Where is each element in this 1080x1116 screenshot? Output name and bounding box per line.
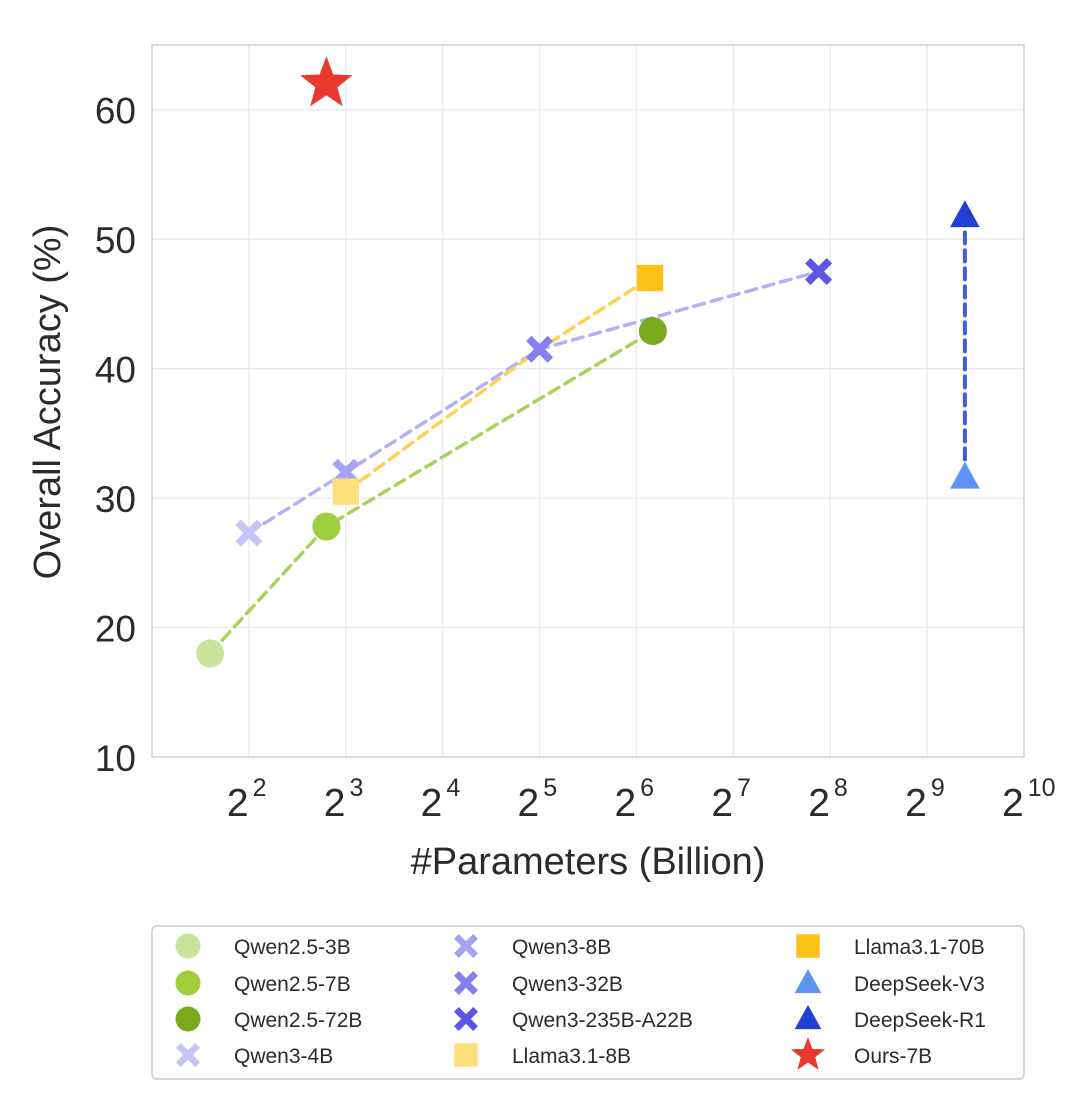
x-tick-exponent: 4 (446, 774, 460, 802)
legend-marker-qwen3-235b-a22b (454, 1007, 478, 1031)
x-tick-exponent: 3 (349, 774, 363, 802)
y-tick-label: 60 (95, 91, 136, 132)
legend-marker-ours-7b (790, 1037, 826, 1070)
x-tick-base: 2 (421, 782, 443, 825)
y-tick-label: 30 (95, 479, 136, 520)
x-tick-exponent: 8 (834, 774, 848, 802)
legend-label-llama3-1-8b: Llama3.1-8B (512, 1045, 631, 1068)
legend: Qwen2.5-3B Qwen2.5-7B Qwen2.5-72B Qwen3-4B Q… (151, 925, 1025, 1080)
legend-marker-llama3-1-8b (454, 1043, 478, 1067)
point-qwen3-235b-a22b (805, 258, 833, 286)
y-tick-label: 40 (95, 350, 136, 391)
x-tick-exponent: 5 (543, 774, 557, 802)
y-tick-label: 10 (95, 738, 136, 779)
legend-label-qwen3-8b: Qwen3-8B (512, 936, 611, 959)
x-tick-base: 2 (711, 782, 733, 825)
point-ours-7b (300, 56, 353, 107)
legend-box (151, 925, 1025, 1080)
point-llama3-1-70b (636, 264, 664, 292)
legend-marker-qwen2-5-72b (175, 1006, 201, 1032)
x-tick-exponent: 6 (640, 774, 654, 802)
plot-area (151, 44, 1025, 758)
point-qwen3-32b (526, 335, 554, 363)
y-tick-label: 20 (95, 609, 136, 650)
x-tick-exponent: 7 (737, 774, 751, 802)
x-tick-exponent: 2 (253, 774, 267, 802)
x-axis-label: #Parameters (Billion) (411, 841, 766, 883)
point-qwen2-5-7b (312, 512, 341, 541)
x-tick-exponent: 9 (931, 774, 945, 802)
legend-marker-qwen3-8b (454, 934, 478, 958)
trend-line-qwen3 (247, 269, 821, 535)
x-tick-exponent: 10 (1028, 774, 1056, 802)
x-tick-base: 2 (1002, 782, 1024, 825)
x-tick-base: 2 (324, 782, 346, 825)
legend-label-llama3-1-70b: Llama3.1-70B (854, 936, 985, 959)
legend-label-qwen3-32b: Qwen3-32B (512, 973, 623, 996)
x-tick-base: 2 (905, 782, 927, 825)
point-llama3-1-8b (332, 478, 359, 505)
x-tick-base: 2 (227, 782, 249, 825)
legend-marker-qwen2-5-7b (175, 970, 201, 996)
y-axis-label: Overall Accuracy (%) (27, 225, 69, 580)
legend-marker-qwen3-32b (454, 971, 478, 995)
legend-marker-llama3-1-70b (796, 934, 820, 958)
point-deepseek-v3 (950, 461, 980, 489)
point-qwen2-5-3b (196, 639, 225, 668)
point-qwen3-4b (235, 519, 263, 547)
legend-marker-deepseek-v3 (794, 968, 822, 994)
x-tick-label: 2 10 (1002, 774, 1056, 825)
trend-line-llama3-1 (344, 276, 652, 494)
point-qwen2-5-72b (638, 317, 667, 346)
legend-label-qwen2-5-7b: Qwen2.5-7B (234, 973, 351, 996)
legend-marker-deepseek-r1 (794, 1004, 822, 1030)
legend-label-deepseek-v3: DeepSeek-V3 (854, 973, 985, 996)
legend-label-qwen3-235b-a22b: Qwen3-235B-A22B (512, 1009, 693, 1032)
legend-label-qwen3-4b: Qwen3-4B (234, 1045, 333, 1068)
legend-label-qwen2-5-3b: Qwen2.5-3B (234, 936, 351, 959)
legend-marker-qwen2-5-3b (175, 933, 201, 959)
x-tick-base: 2 (518, 782, 540, 825)
point-deepseek-r1 (950, 200, 980, 228)
x-tick-base: 2 (808, 782, 830, 825)
legend-label-qwen2-5-72b: Qwen2.5-72B (234, 1009, 362, 1032)
x-tick-base: 2 (614, 782, 636, 825)
trend-line-qwen2-5 (208, 329, 655, 656)
legend-label-deepseek-r1: DeepSeek-R1 (854, 1009, 986, 1032)
y-tick-label: 50 (95, 220, 136, 261)
legend-label-ours-7b: Ours-7B (854, 1045, 932, 1068)
legend-marker-qwen3-4b (176, 1043, 200, 1067)
